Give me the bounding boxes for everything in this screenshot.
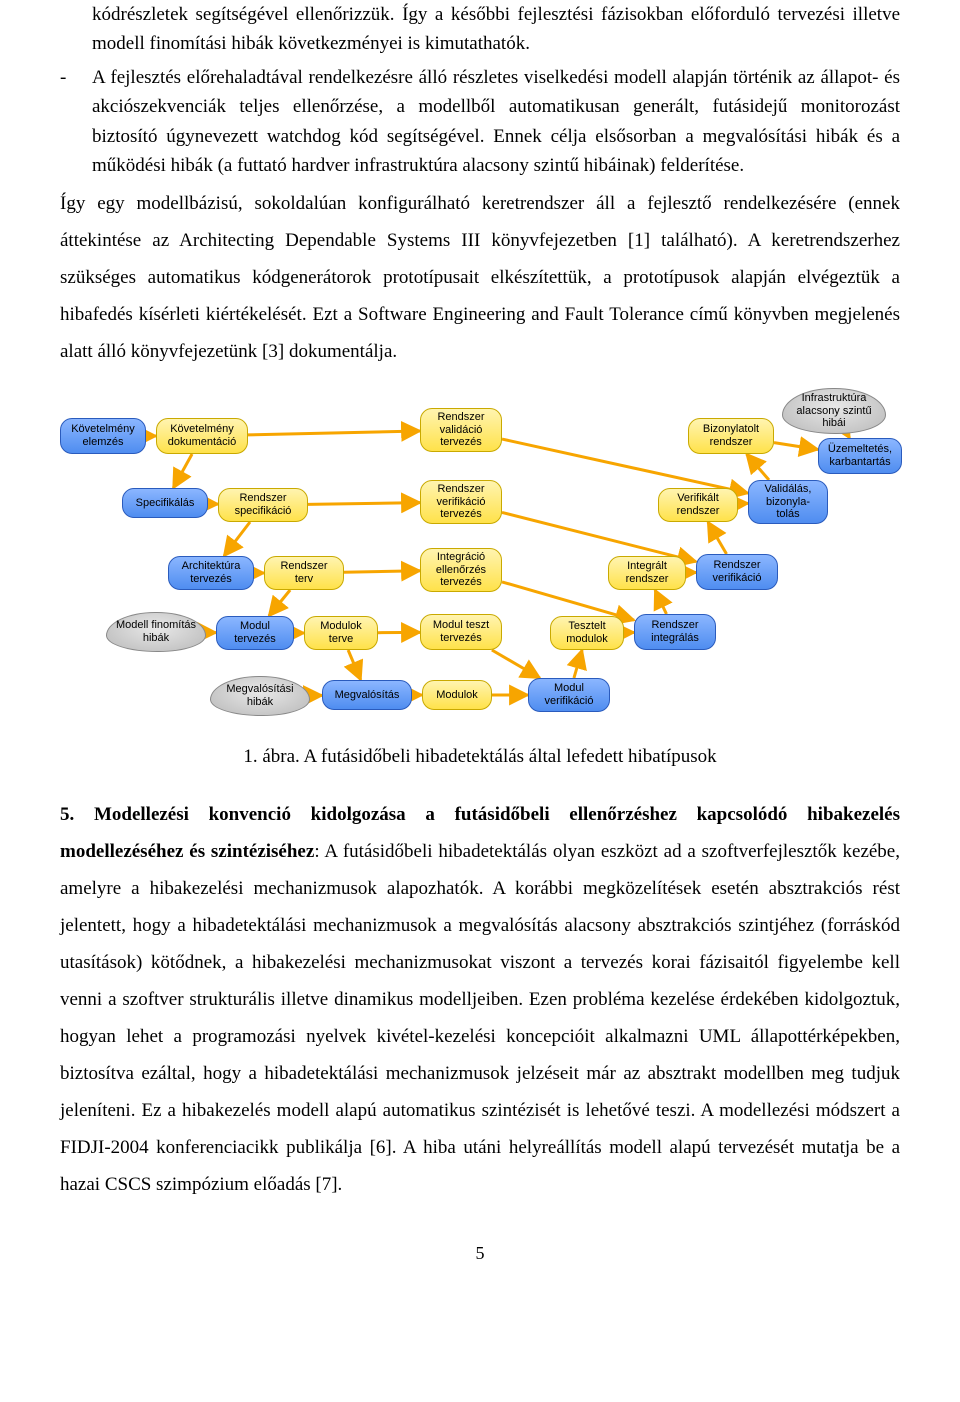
diagram-node-rend_integ: Rendszer integrálás bbox=[634, 614, 716, 650]
diagram-node-specifikalas: Specifikálás bbox=[122, 488, 208, 518]
section-5: 5. Modellezési konvenció kidolgozása a f… bbox=[60, 796, 900, 1204]
arrow-bizony_rend-uzemelt bbox=[774, 443, 818, 450]
diagram-node-rend_spec: Rendszer specifikáció bbox=[218, 488, 308, 522]
arrow-modul_verif-tesztelt_mod bbox=[574, 650, 582, 678]
diagram-node-modul_verif: Modul verifikáció bbox=[528, 678, 610, 712]
arrow-rend_terv-modul_terv bbox=[269, 590, 290, 616]
diagram-node-integ_ell_terv: Integráció ellenőrzés tervezés bbox=[420, 548, 502, 592]
arrow-rend_terv-integ_ell_terv bbox=[344, 571, 420, 572]
arrow-valid_biz-bizony_rend bbox=[747, 454, 769, 480]
diagram-node-infra_hibai: Infrastruktúra alacsony szintű hibái bbox=[782, 388, 886, 434]
bullet-item: - A fejlesztés előrehaladtával rendelkez… bbox=[60, 63, 900, 181]
arrow-kov_dok-r_valid_terv bbox=[248, 431, 420, 435]
page-number: 5 bbox=[60, 1243, 900, 1264]
figure-caption: 1. ábra. A futásidőbeli hibadetektálás á… bbox=[60, 746, 900, 768]
bullet-text: A fejlesztés előrehaladtával rendelkezés… bbox=[92, 63, 900, 181]
paragraph-framework: Így egy modellbázisú, sokoldalúan konfig… bbox=[60, 185, 900, 370]
diagram-node-rend_verif: Rendszer verifikáció bbox=[696, 554, 778, 590]
bullet-marker bbox=[60, 0, 92, 59]
diagram-node-rend_terv: Rendszer terv bbox=[264, 556, 344, 590]
diagram-node-arch_terv: Architektúra tervezés bbox=[168, 556, 254, 590]
diagram-node-kov_dok: Követelmény dokumentáció bbox=[156, 418, 248, 454]
diagram-node-bizony_rend: Bizonylatolt rendszer bbox=[688, 418, 774, 454]
diagram-node-megvalositas: Megvalósítás bbox=[322, 680, 412, 710]
diagram-node-modell_finom: Modell finomítás hibák bbox=[106, 612, 206, 652]
diagram-node-valid_biz: Validálás, bizonyla-tolás bbox=[748, 480, 828, 524]
diagram-node-modulok: Modulok bbox=[422, 680, 492, 710]
diagram-node-r_valid_terv: Rendszer validáció tervezés bbox=[420, 408, 502, 452]
arrow-modulok_terve-megvalositas bbox=[348, 650, 361, 680]
diagram-node-integ_rend: Integrált rendszer bbox=[608, 556, 686, 590]
arrow-rend_verif-verif_rend bbox=[708, 522, 727, 554]
diagram-node-tesztelt_mod: Tesztelt modulok bbox=[550, 616, 624, 650]
arrow-rend_integ-integ_rend bbox=[655, 590, 666, 614]
diagram-node-uzemelt: Üzemeltetés, karbantartás bbox=[818, 438, 902, 474]
diagram-node-megval_hibak: Megvalósítási hibák bbox=[210, 676, 310, 716]
v-model-diagram: Követelmény elemzés Követelmény dokumentá… bbox=[60, 388, 900, 728]
arrow-kov_dok-specifikalas bbox=[173, 454, 192, 488]
diagram-node-modulok_terve: Modulok terve bbox=[304, 616, 378, 650]
bullet-marker: - bbox=[60, 63, 92, 181]
diagram-node-r_verif_terv: Rendszer verifikáció tervezés bbox=[420, 480, 502, 524]
diagram-node-modul_terv: Modul tervezés bbox=[216, 616, 294, 650]
arrow-rend_spec-arch_terv bbox=[224, 522, 250, 556]
diagram-node-verif_rend: Verifikált rendszer bbox=[658, 488, 738, 522]
section-5-body: : A futásidőbeli hibadetektálás olyan es… bbox=[60, 841, 900, 1195]
arrow-rend_spec-r_verif_terv bbox=[308, 502, 420, 504]
diagram-node-modul_teszt_t: Modul teszt tervezés bbox=[420, 614, 502, 650]
diagram-node-kov_elemzes: Követelmény elemzés bbox=[60, 418, 146, 454]
bullet-text: kódrészletek segítségével ellenőrizzük. … bbox=[92, 0, 900, 59]
page-content: kódrészletek segítségével ellenőrizzük. … bbox=[0, 0, 960, 1304]
bullet-item: kódrészletek segítségével ellenőrizzük. … bbox=[60, 0, 900, 59]
arrow-modul_teszt_t-modul_verif bbox=[492, 650, 540, 678]
